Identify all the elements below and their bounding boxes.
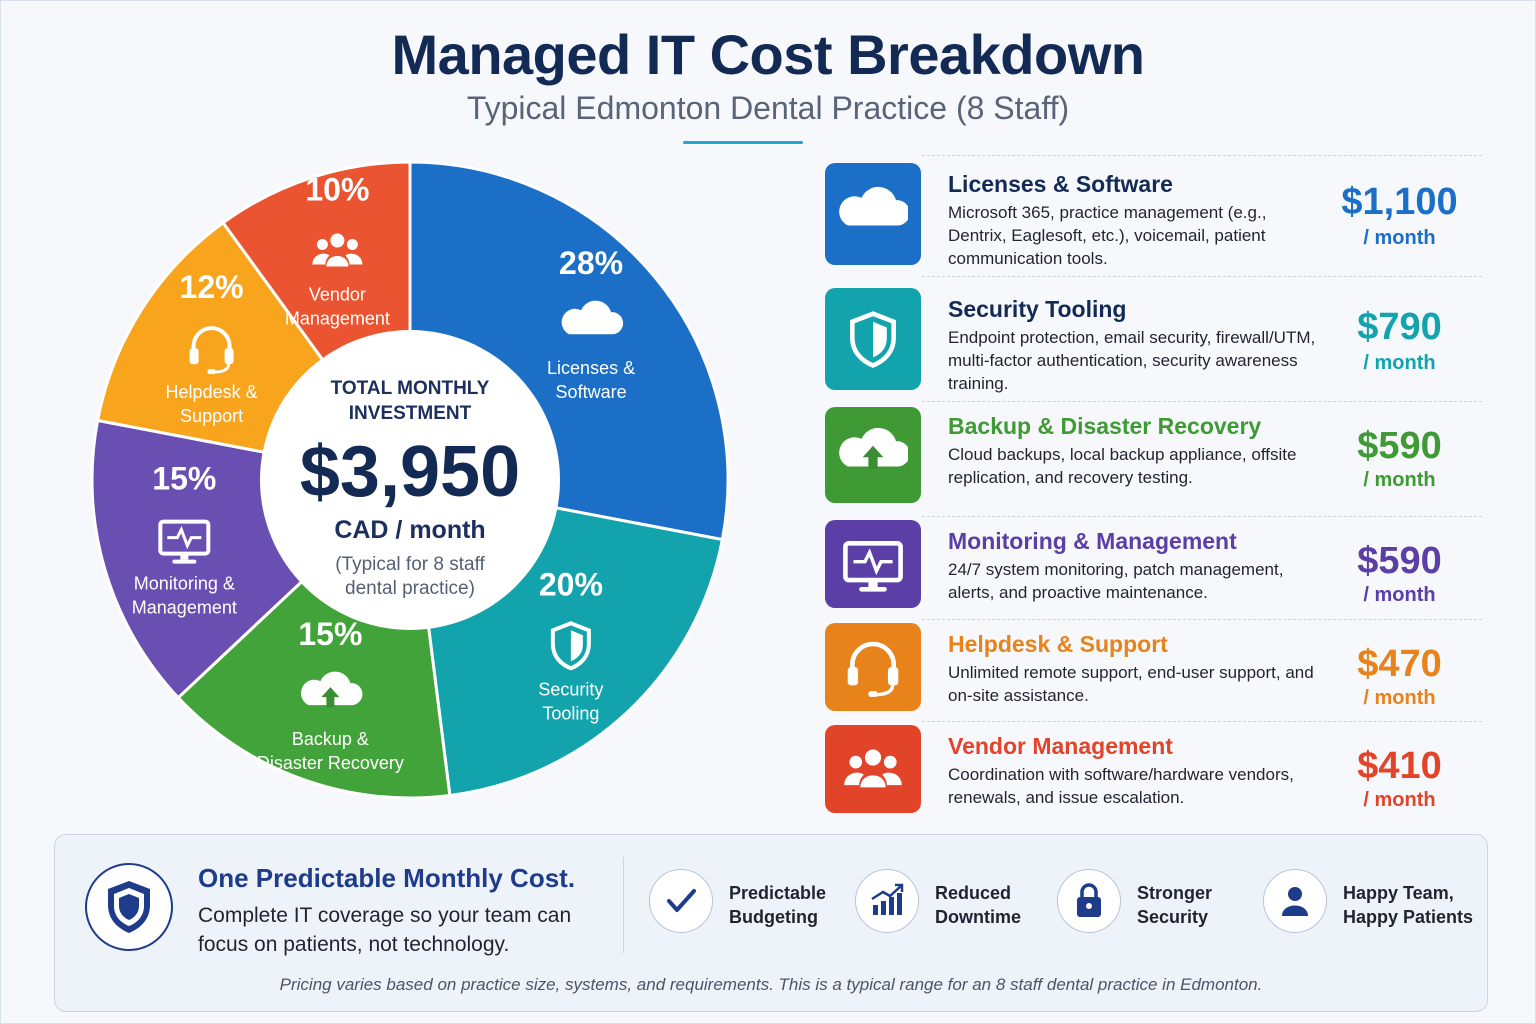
benefit-label: Stronger Security bbox=[1137, 883, 1213, 927]
row-title: Licenses & Software bbox=[948, 171, 1173, 197]
donut-hole bbox=[260, 330, 560, 630]
slice-percent-label: 15% bbox=[152, 461, 216, 497]
checkmark-icon bbox=[649, 869, 713, 933]
row-price: $410 bbox=[1357, 745, 1442, 787]
slice-name-label: Tooling bbox=[542, 703, 599, 723]
slice-label: 15% Monitoring & Management bbox=[132, 461, 237, 618]
row-description: Unlimited remote support, end-user suppo… bbox=[948, 663, 1314, 705]
slice-percent-label: 15% bbox=[298, 616, 362, 652]
row-divider bbox=[922, 721, 1482, 722]
summary-panel: One Predictable Monthly Cost. Complete I… bbox=[54, 834, 1488, 1012]
breakdown-row: Security Tooling Endpoint protection, ema… bbox=[822, 276, 1482, 398]
bar-chart-up-icon bbox=[855, 869, 919, 933]
slice-percent-label: 20% bbox=[539, 566, 603, 602]
center-heading: TOTAL MONTHLY bbox=[331, 378, 490, 399]
panel-divider bbox=[623, 857, 624, 953]
page-subtitle: Typical Edmonton Dental Practice (8 Staf… bbox=[466, 90, 1070, 126]
row-price-period: / month bbox=[1363, 469, 1436, 491]
breakdown-row: Vendor Management Coordination with softw… bbox=[822, 721, 1482, 821]
slice-name-label: Monitoring & bbox=[134, 574, 235, 594]
row-title: Monitoring & Management bbox=[948, 528, 1237, 554]
slice-name-label: Management bbox=[285, 309, 390, 329]
row-divider bbox=[922, 401, 1482, 402]
row-price: $590 bbox=[1357, 540, 1442, 582]
row-price: $790 bbox=[1357, 306, 1442, 348]
row-title: Backup & Disaster Recovery bbox=[948, 413, 1262, 439]
headset-icon bbox=[189, 326, 234, 375]
breakdown-row: Backup & Disaster Recovery Cloud backups,… bbox=[822, 401, 1482, 513]
row-divider bbox=[922, 619, 1482, 620]
row-price-period: / month bbox=[1363, 352, 1436, 374]
row-price-period: / month bbox=[1363, 227, 1436, 249]
pricing-footnote: Pricing varies based on practice size, s… bbox=[279, 975, 1263, 994]
center-heading: INVESTMENT bbox=[349, 403, 472, 424]
benefit-label: Reduced Downtime bbox=[935, 883, 1022, 927]
benefit-label: Happy Team, Happy Patients bbox=[1343, 883, 1474, 927]
row-description: Coordination with software/hardware vend… bbox=[948, 765, 1294, 807]
row-title: Vendor Management bbox=[948, 733, 1173, 759]
row-description: Endpoint protection, email security, fir… bbox=[948, 328, 1316, 393]
center-note: (Typical for 8 staff bbox=[335, 554, 485, 575]
slice-name-label: Licenses & bbox=[547, 358, 635, 378]
donut-chart: TOTAL MONTHLY INVESTMENT $3,950 CAD / month… bbox=[90, 160, 730, 800]
monitor-pulse-icon bbox=[158, 519, 211, 564]
benefit-label: Predictable Budgeting bbox=[729, 883, 827, 927]
cloud-icon bbox=[825, 163, 921, 265]
row-description: Cloud backups, local backup appliance, o… bbox=[948, 445, 1297, 487]
breakdown-row: Licenses & Software Microsoft 365, practi… bbox=[822, 155, 1482, 273]
cloud-icon bbox=[561, 300, 624, 335]
slice-percent-label: 28% bbox=[559, 245, 623, 281]
slice-name-label: Vendor bbox=[309, 285, 366, 305]
row-description: Microsoft 365, practice management (e.g.… bbox=[948, 203, 1267, 268]
row-price: $470 bbox=[1357, 643, 1442, 685]
people-icon bbox=[312, 233, 363, 267]
cloud-upload-icon bbox=[825, 407, 921, 503]
row-price: $1,100 bbox=[1341, 181, 1458, 223]
row-divider bbox=[922, 276, 1482, 277]
shield-badge-icon bbox=[85, 863, 173, 951]
slice-label: 10% Vendor Management bbox=[285, 172, 390, 329]
slice-name-label: Security bbox=[538, 679, 603, 699]
row-title: Security Tooling bbox=[948, 296, 1127, 322]
breakdown-row: Helpdesk & Support Unlimited remote suppo… bbox=[822, 619, 1482, 719]
row-divider bbox=[922, 155, 1482, 156]
total-amount: $3,950 bbox=[300, 432, 520, 512]
slice-name-label: Disaster Recovery bbox=[257, 753, 404, 773]
row-price: $590 bbox=[1357, 425, 1442, 467]
shield-icon bbox=[550, 621, 591, 671]
lock-icon bbox=[1057, 869, 1121, 933]
slice-name-label: Backup & bbox=[292, 729, 369, 749]
row-price-period: / month bbox=[1363, 789, 1436, 811]
total-unit: CAD / month bbox=[334, 516, 485, 544]
row-price-period: / month bbox=[1363, 687, 1436, 709]
slice-percent-label: 12% bbox=[180, 269, 244, 305]
slice-label: 20% Security Tooling bbox=[538, 566, 603, 723]
slice-percent-label: 10% bbox=[305, 172, 369, 208]
row-description: 24/7 system monitoring, patch management… bbox=[948, 560, 1284, 602]
headset-icon bbox=[825, 623, 921, 711]
center-note: dental practice) bbox=[345, 578, 475, 599]
slice-name-label: Management bbox=[132, 598, 237, 618]
slice-label: 15% Backup & Disaster Recovery bbox=[257, 616, 404, 773]
slice-label: 12% Helpdesk & Support bbox=[166, 269, 258, 426]
page-title: Managed IT Cost Breakdown bbox=[391, 23, 1145, 86]
shield-icon bbox=[825, 288, 921, 390]
monitor-pulse-icon bbox=[825, 520, 921, 608]
row-title: Helpdesk & Support bbox=[948, 631, 1168, 657]
panel-text: Complete IT coverage so your team can fo… bbox=[198, 904, 572, 956]
slice-label: 28% Licenses & Software bbox=[547, 245, 635, 402]
row-price-period: / month bbox=[1363, 584, 1436, 606]
person-icon bbox=[1263, 869, 1327, 933]
people-icon bbox=[825, 725, 921, 813]
panel-heading: One Predictable Monthly Cost. bbox=[198, 863, 576, 893]
slice-name-label: Helpdesk & bbox=[166, 382, 258, 402]
slice-name-label: Software bbox=[556, 382, 627, 402]
slice-name-label: Support bbox=[180, 406, 243, 426]
breakdown-row: Monitoring & Management 24/7 system monit… bbox=[822, 516, 1482, 616]
row-divider bbox=[922, 516, 1482, 517]
title-underline bbox=[683, 141, 803, 144]
cloud-upload-icon bbox=[300, 671, 363, 708]
